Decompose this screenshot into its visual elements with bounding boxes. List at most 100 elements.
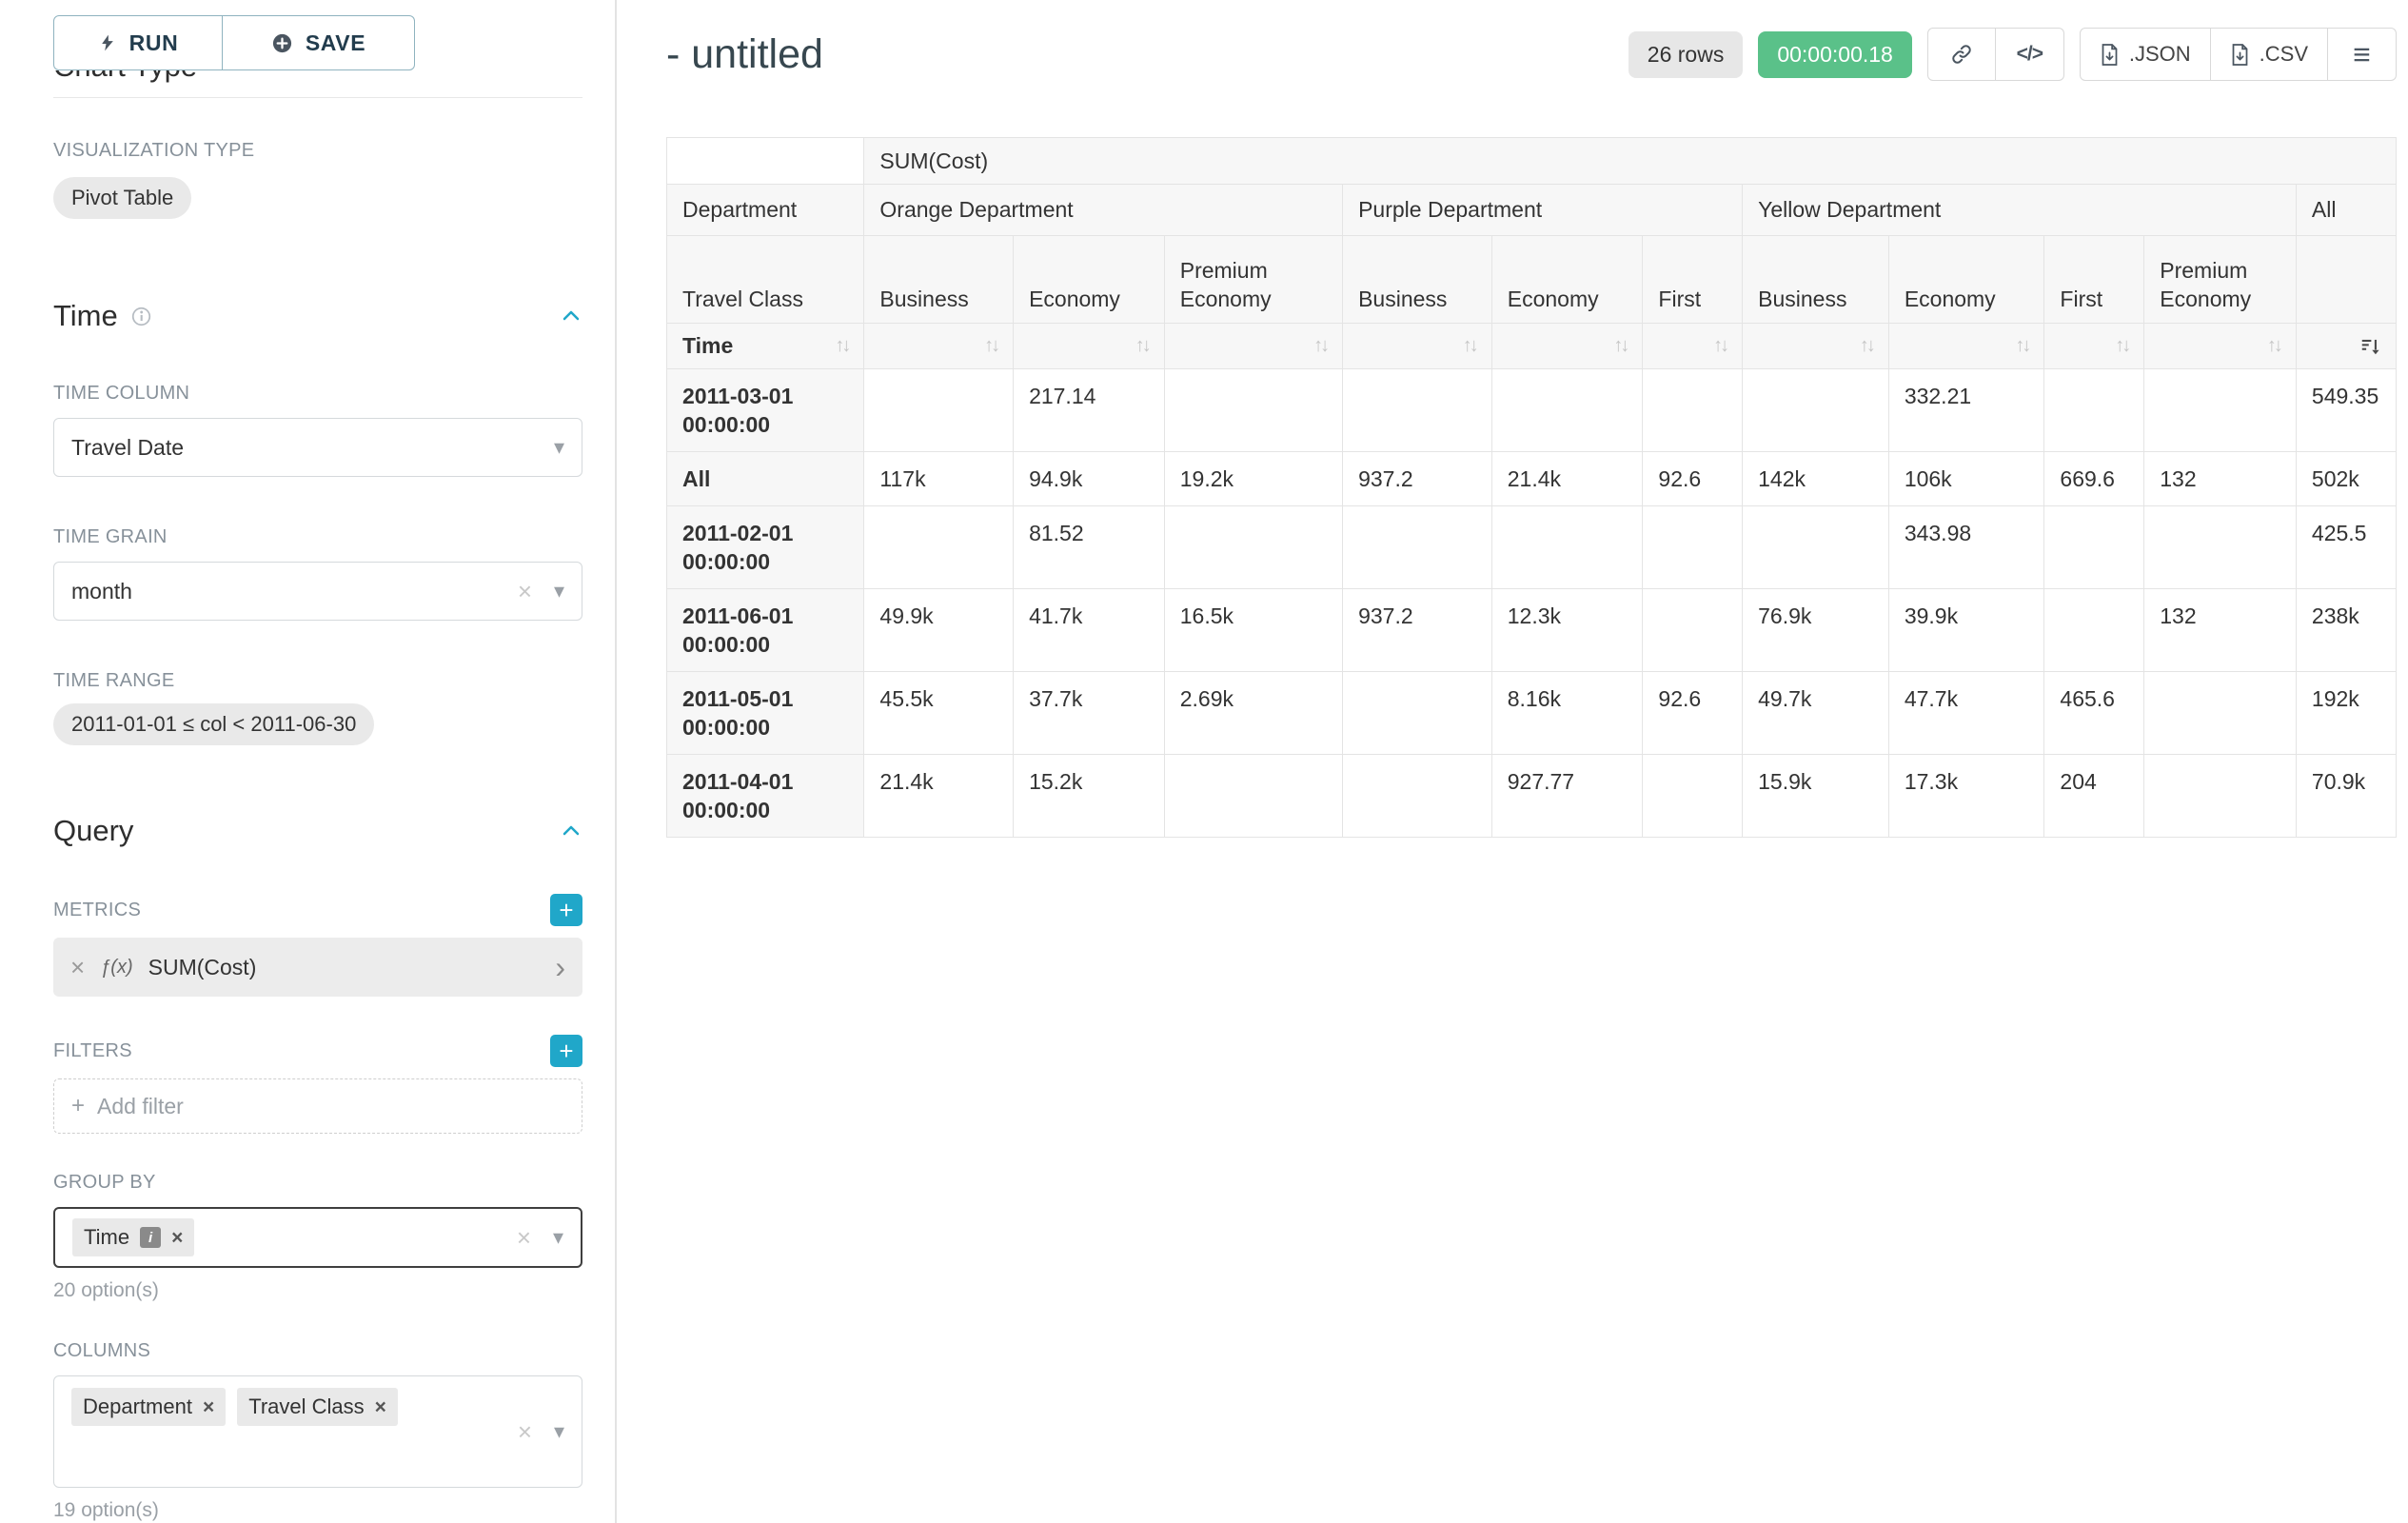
group-by-chips: Time i × <box>72 1218 195 1256</box>
pivot-cell: 15.2k <box>1013 754 1165 838</box>
sort-icon[interactable]: ↑↓ <box>2115 335 2131 356</box>
remove-icon[interactable]: × <box>171 1226 184 1249</box>
sort-icon[interactable]: ↑↓ <box>1859 335 1876 356</box>
sort-icon[interactable]: ↑↓ <box>835 335 851 356</box>
pivot-table-body: 2011-03-01 00:00:00 217.14 332.21 549.35 All… <box>665 368 2398 838</box>
caret-down-icon[interactable]: ▾ <box>553 435 564 459</box>
pivot-cell <box>1163 505 1344 589</box>
time-grain-value: month <box>71 578 132 603</box>
pivot-cell <box>1642 368 1744 452</box>
clear-icon[interactable]: × <box>517 1417 532 1446</box>
metric-chip[interactable]: × ƒ(x) SUM(Cost) › <box>53 938 582 997</box>
pivot-cell <box>2043 368 2145 452</box>
info-icon <box>131 307 151 326</box>
visualization-type-value[interactable]: Pivot Table <box>53 177 192 219</box>
export-csv-button[interactable]: .CSV <box>2210 28 2328 81</box>
pivot-cell: 76.9k <box>1742 588 1889 672</box>
remove-icon[interactable]: × <box>374 1395 386 1418</box>
time-grain-label: TIME GRAIN <box>53 526 168 547</box>
group-by-select[interactable]: Time i × × ▾ <box>53 1207 582 1268</box>
plus-circle-icon <box>271 32 293 54</box>
pivot-cell: 19.2k <box>1163 451 1344 506</box>
pivot-sort-cell: ↑↓ <box>1342 323 1492 369</box>
pivot-cell: 49.7k <box>1742 671 1889 755</box>
save-button[interactable]: SAVE <box>223 15 415 70</box>
time-section-heading[interactable]: Time <box>53 299 582 333</box>
sort-icon[interactable]: ↑↓ <box>2266 335 2283 356</box>
results-header-controls: 26 rows 00:00:00.18 </> <box>1628 28 2397 81</box>
save-button-label: SAVE <box>305 30 366 55</box>
sort-icon[interactable]: ↑↓ <box>984 335 1000 356</box>
pivot-sort-cell: ↑↓ <box>1163 323 1344 369</box>
view-query-button[interactable]: </> <box>1995 28 2064 81</box>
pivot-col-dimension-label: Department <box>665 184 865 236</box>
time-range-value[interactable]: 2011-01-01 ≤ col < 2011-06-30 <box>53 703 375 745</box>
menu-button[interactable]: ≡ <box>2328 28 2397 81</box>
sort-icon[interactable]: ↑↓ <box>2015 335 2031 356</box>
selected-value-chip[interactable]: Time i × <box>72 1218 195 1256</box>
chevron-up-icon[interactable] <box>560 820 582 842</box>
sort-icon[interactable]: ↑↓ <box>1713 335 1729 356</box>
pivot-cell: 343.98 <box>1887 505 2045 589</box>
add-filter-button[interactable]: + Add filter <box>53 1078 582 1134</box>
pivot-cell: 92.6 <box>1642 671 1744 755</box>
add-filter-plus-button[interactable]: + <box>550 1035 582 1067</box>
selected-value-chip[interactable]: Travel Class × <box>237 1388 398 1426</box>
pivot-cell: 94.9k <box>1013 451 1165 506</box>
sort-icon[interactable]: ↑↓ <box>1462 335 1479 356</box>
columns-label: COLUMNS <box>53 1340 151 1361</box>
remove-icon[interactable]: × <box>70 953 86 981</box>
pivot-sort-cell: ↑↓ <box>1642 323 1744 369</box>
pivot-col-group-header: Orange Department <box>863 184 1344 236</box>
export-button-group: .JSON .CSV ≡ <box>2079 28 2397 81</box>
sort-icon[interactable]: ↑↓ <box>1313 335 1330 356</box>
add-filter-label: Add filter <box>97 1093 184 1118</box>
pivot-cell <box>1490 368 1644 452</box>
sort-icon[interactable]: ↑↓ <box>1135 335 1152 356</box>
add-metric-button[interactable]: + <box>550 894 582 926</box>
export-json-button[interactable]: .JSON <box>2079 28 2211 81</box>
chart-title[interactable]: - untitled <box>666 30 823 77</box>
section-divider <box>53 97 582 98</box>
sort-icon[interactable]: ↑↓ <box>1613 335 1629 356</box>
pivot-col-header: First <box>1642 235 1744 324</box>
pivot-cell: 549.35 <box>2295 368 2398 452</box>
pivot-cell <box>863 505 1015 589</box>
columns-chips: Department × Travel Class × <box>71 1388 398 1426</box>
expand-caret-icon[interactable]: › <box>555 950 565 984</box>
results-header: - untitled 26 rows 00:00:00.18 </> <box>666 25 2397 84</box>
selected-value-chip[interactable]: Department × <box>71 1388 227 1426</box>
clear-icon[interactable]: × <box>516 1223 531 1252</box>
caret-down-icon[interactable]: ▾ <box>552 1225 563 1249</box>
run-button[interactable]: RUN <box>53 15 223 70</box>
pivot-cell <box>1742 368 1889 452</box>
query-section-heading[interactable]: Query <box>53 814 582 848</box>
pivot-sort-row: Time ↑↓ ↑↓ ↑↓ ↑↓ ↑↓ ↑↓ ↑↓ ↑↓ ↑↓ ↑↓ ↑↓ <box>665 323 2398 369</box>
caret-down-icon[interactable]: ▾ <box>553 1419 564 1443</box>
pivot-cell <box>1642 505 1744 589</box>
pivot-col-header: Business <box>1342 235 1492 324</box>
run-button-label: RUN <box>128 30 179 55</box>
pivot-sort-cell: ↑↓ <box>1742 323 1889 369</box>
clear-icon[interactable]: × <box>517 577 532 605</box>
results-panel: - untitled 26 rows 00:00:00.18 </> <box>617 0 2408 1523</box>
pivot-header-row: Travel Class Business Economy Premium Econo… <box>665 235 2398 324</box>
columns-select[interactable]: Department × Travel Class × × ▾ <box>53 1375 582 1488</box>
caret-down-icon[interactable]: ▾ <box>553 579 564 603</box>
pivot-row: 2011-02-01 00:00:00 81.52 343.98 425.5 <box>665 505 2398 589</box>
pivot-col-header: Premium Economy <box>2143 235 2297 324</box>
copy-link-button[interactable] <box>1926 28 1996 81</box>
pivot-cell <box>2043 588 2145 672</box>
pivot-cell: 47.7k <box>1887 671 2045 755</box>
sort-descending-icon[interactable] <box>2360 336 2380 356</box>
pivot-cell: 937.2 <box>1342 451 1492 506</box>
pivot-row-dimension-header: Time ↑↓ <box>665 323 865 369</box>
pivot-cell: 15.9k <box>1742 754 1889 838</box>
chevron-up-icon[interactable] <box>560 305 582 327</box>
pivot-subdimension-label: Travel Class <box>665 235 865 324</box>
pivot-sort-cell <box>2295 323 2398 369</box>
time-grain-select[interactable]: month × ▾ <box>53 562 582 621</box>
pivot-cell <box>1490 505 1644 589</box>
time-column-select[interactable]: Travel Date ▾ <box>53 418 582 477</box>
remove-icon[interactable]: × <box>202 1395 215 1418</box>
